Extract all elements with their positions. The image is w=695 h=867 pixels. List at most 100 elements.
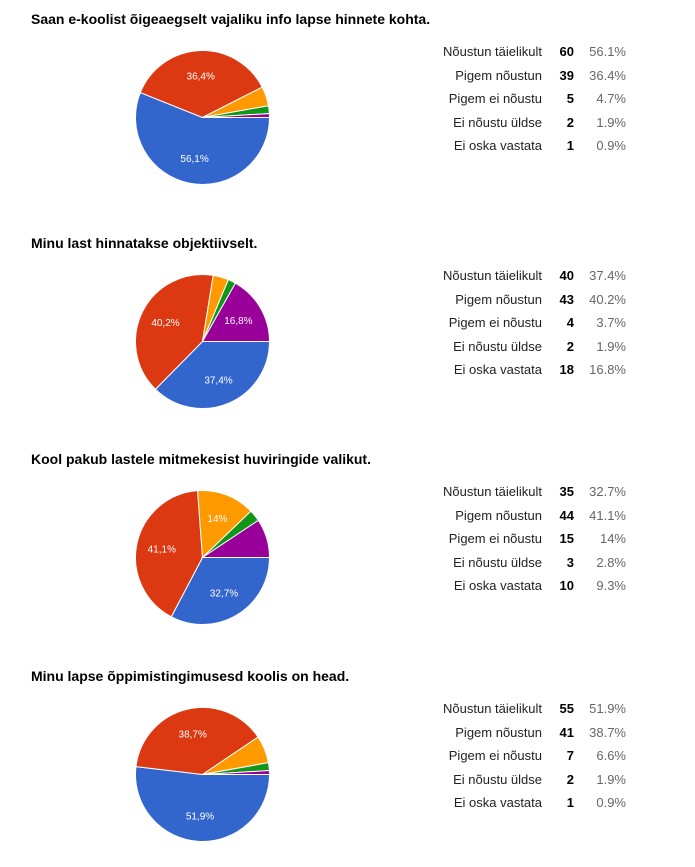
answer-row: Ei oska vastata 18 16.8%	[420, 358, 626, 382]
answer-count: 41	[559, 724, 574, 740]
answer-count: 35	[559, 484, 574, 500]
answer-count: 2	[566, 114, 574, 130]
answer-count: 2	[566, 338, 574, 354]
pie-slice	[200, 519, 271, 558]
pie-chart: 56,1% 36,4%	[135, 50, 271, 185]
answer-count: 7	[566, 748, 574, 764]
answer-row: Ei nõustu üldse 2 1.9%	[420, 335, 626, 359]
question-block-2: Minu last hinnatakse objektiivselt. 37,4…	[0, 224, 695, 434]
answer-count: 60	[559, 44, 574, 60]
answer-count: 55	[559, 701, 574, 717]
answer-row: Ei nõustu üldse 3 2.8%	[420, 551, 626, 575]
pie-slice	[135, 707, 259, 776]
answer-label: Nõustun täielikult	[443, 44, 542, 60]
question-block-3: Kool pakub lastele mitmekesist huviringi…	[0, 440, 695, 650]
answer-label: Pigem nõustun	[455, 67, 542, 83]
answer-table: Nõustun täielikult 55 51.9% Pigem nõustun 4…	[420, 697, 626, 815]
answer-row: Pigem ei nõustu 15 14%	[420, 527, 626, 551]
answer-label: Ei oska vastata	[453, 138, 542, 154]
answer-percent: 2.8%	[596, 554, 626, 570]
answer-label: Ei nõustu üldse	[453, 114, 542, 130]
answer-count: 44	[559, 507, 574, 523]
answer-percent: 0.9%	[596, 795, 626, 811]
answer-row: Pigem nõustun 39 36.4%	[420, 64, 626, 88]
answer-percent: 0.9%	[596, 138, 626, 154]
answer-percent: 1.9%	[596, 114, 626, 130]
answer-row: Pigem nõustun 44 41.1%	[420, 504, 626, 528]
answer-percent: 51.9%	[589, 701, 626, 717]
answer-label: Ei oska vastata	[453, 578, 542, 594]
answer-count: 43	[559, 291, 574, 307]
answer-count: 1	[566, 138, 574, 154]
slice-label: 14%	[207, 514, 227, 525]
answer-count: 39	[559, 67, 574, 83]
answer-percent: 14%	[599, 531, 626, 547]
answer-row: Ei oska vastata 1 0.9%	[420, 134, 626, 158]
pie-slice	[135, 766, 271, 842]
answer-percent: 40.2%	[589, 291, 626, 307]
slice-label: 36,4%	[187, 72, 215, 83]
answer-label: Ei nõustu üldse	[453, 554, 542, 570]
answer-percent: 37.4%	[589, 268, 626, 284]
answer-count: 10	[559, 578, 574, 594]
answer-percent: 16.8%	[589, 362, 626, 378]
pie-slice	[170, 557, 271, 625]
answer-count: 18	[559, 362, 574, 378]
answer-count: 5	[566, 91, 574, 107]
answer-label: Ei nõustu üldse	[453, 771, 542, 787]
question-title: Kool pakub lastele mitmekesist huviringi…	[31, 451, 371, 467]
answer-row: Pigem ei nõustu 5 4.7%	[420, 87, 626, 111]
slice-label: 51,9%	[186, 812, 214, 823]
answer-percent: 4.7%	[596, 91, 626, 107]
answer-percent: 41.1%	[589, 507, 626, 523]
slice-label: 56,1%	[180, 154, 208, 165]
answer-row: Ei nõustu üldse 2 1.9%	[420, 768, 626, 792]
answer-count: 2	[566, 771, 574, 787]
answer-label: Ei oska vastata	[453, 795, 542, 811]
answer-row: Nõustun täielikult 55 51.9%	[420, 697, 626, 721]
answer-label: Pigem nõustun	[455, 724, 542, 740]
answer-percent: 9.3%	[596, 578, 626, 594]
slice-label: 32,7%	[210, 589, 238, 600]
answer-label: Nõustun täielikult	[443, 701, 542, 717]
answer-percent: 38.7%	[589, 724, 626, 740]
question-title: Minu last hinnatakse objektiivselt.	[31, 235, 258, 251]
answer-percent: 36.4%	[589, 67, 626, 83]
answer-table: Nõustun täielikult 35 32.7% Pigem nõustun 4…	[420, 480, 626, 598]
answer-label: Pigem ei nõustu	[448, 531, 542, 547]
answer-label: Nõustun täielikult	[443, 484, 542, 500]
slice-label: 38,7%	[179, 730, 207, 741]
answer-row: Nõustun täielikult 40 37.4%	[420, 264, 626, 288]
answer-label: Pigem nõustun	[455, 291, 542, 307]
answer-label: Ei nõustu üldse	[453, 338, 542, 354]
answer-label: Pigem ei nõustu	[448, 748, 542, 764]
answer-row: Pigem ei nõustu 4 3.7%	[420, 311, 626, 335]
answer-row: Nõustun täielikult 35 32.7%	[420, 480, 626, 504]
answer-table: Nõustun täielikult 60 56.1% Pigem nõustun 3…	[420, 40, 626, 158]
answer-count: 40	[559, 268, 574, 284]
question-title: Saan e-koolist õigeaegselt vajaliku info…	[31, 11, 431, 27]
question-block-1: Saan e-koolist õigeaegselt vajaliku info…	[0, 0, 695, 210]
answer-row: Pigem nõustun 43 40.2%	[420, 288, 626, 312]
answer-percent: 3.7%	[596, 315, 626, 331]
answer-row: Pigem nõustun 41 38.7%	[420, 721, 626, 745]
pie-slice	[154, 341, 271, 409]
slice-label: 37,4%	[204, 375, 232, 386]
pie-slice	[135, 91, 271, 185]
slice-label: 41,1%	[148, 545, 176, 556]
answer-percent: 56.1%	[589, 44, 626, 60]
answer-label: Pigem ei nõustu	[448, 315, 542, 331]
answer-count: 4	[566, 315, 574, 331]
pie-slice	[197, 490, 252, 559]
answer-percent: 32.7%	[589, 484, 626, 500]
pie-slice	[135, 490, 204, 618]
pie-chart: 37,4% 40,2% 16,8%	[135, 274, 271, 409]
answer-row: Ei nõustu üldse 2 1.9%	[420, 111, 626, 135]
question-block-4: Minu lapse õppimistingimusesd koolis on …	[0, 657, 695, 867]
pie-slice	[135, 274, 214, 390]
answer-label: Ei oska vastata	[453, 362, 542, 378]
answer-table: Nõustun täielikult 40 37.4% Pigem nõustun 4…	[420, 264, 626, 382]
pie-slice	[202, 770, 271, 775]
answer-count: 1	[566, 795, 574, 811]
answer-label: Nõustun täielikult	[443, 268, 542, 284]
